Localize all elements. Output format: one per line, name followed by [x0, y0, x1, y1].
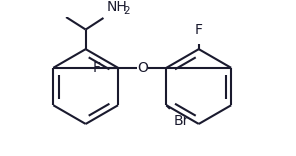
Text: NH: NH — [106, 0, 127, 14]
Text: O: O — [137, 61, 148, 75]
Text: 2: 2 — [123, 6, 130, 16]
Text: Br: Br — [173, 114, 189, 128]
Text: F: F — [195, 23, 203, 37]
Text: F: F — [92, 61, 100, 75]
